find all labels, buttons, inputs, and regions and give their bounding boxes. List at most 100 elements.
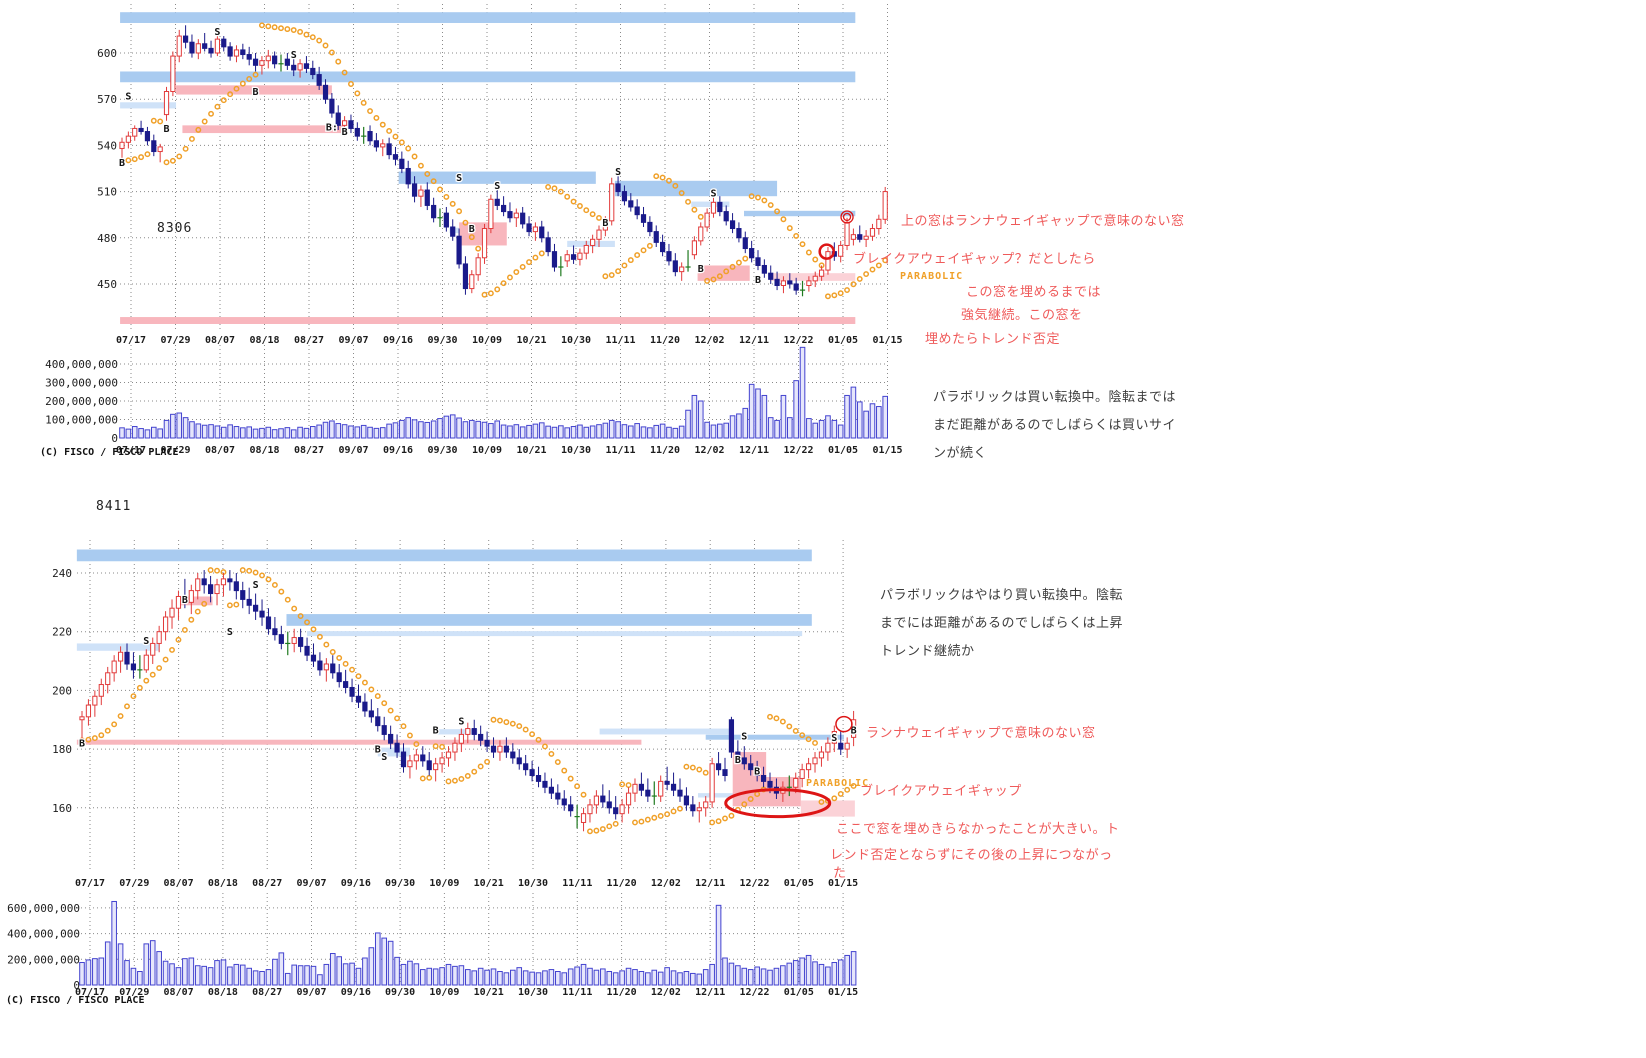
volume-bar (555, 971, 561, 986)
volume-bar (761, 394, 768, 439)
gap-band (76, 549, 812, 562)
volume-bar (336, 956, 342, 986)
svg-text:11/11: 11/11 (562, 987, 592, 998)
svg-text:12/02: 12/02 (694, 335, 724, 346)
volume-bar (227, 966, 233, 986)
volume-bar (195, 423, 202, 439)
volume-bar (767, 969, 773, 986)
svg-text:07/29: 07/29 (119, 987, 149, 998)
volume-bar (342, 963, 349, 986)
volume-bar (723, 422, 730, 439)
volume-bar (670, 970, 677, 986)
volume-bar (526, 424, 532, 439)
volume-bar (111, 900, 117, 986)
gap-band (307, 631, 803, 637)
svg-text:09/30: 09/30 (427, 335, 457, 346)
volume-bar (600, 968, 606, 986)
volume-bar (774, 419, 780, 439)
volume-bar (176, 412, 183, 439)
volume-bar (317, 974, 323, 986)
volume-bar (316, 424, 322, 439)
svg-text:07/17: 07/17 (116, 445, 146, 456)
volume-bar (717, 423, 723, 439)
gap-band (177, 596, 213, 606)
volume-bar (220, 959, 227, 986)
volume-bar (341, 424, 348, 439)
volume-bar (647, 427, 653, 439)
volume-bar (252, 428, 259, 439)
svg-text:09/30: 09/30 (385, 987, 415, 998)
volume-bar (799, 957, 805, 986)
svg-text:10/21: 10/21 (474, 987, 504, 998)
volume-bar (387, 940, 394, 986)
svg-text:09/07: 09/07 (338, 445, 368, 456)
svg-text:10/09: 10/09 (429, 878, 459, 889)
volume-bar (715, 904, 722, 986)
volume-bar (386, 423, 392, 439)
volume-bar (748, 383, 755, 439)
volume-bars (79, 900, 857, 986)
volume-bar (290, 429, 297, 439)
volume-bar (657, 971, 664, 986)
volume-bar (664, 967, 670, 986)
volume-bar (619, 970, 625, 986)
volume-bar (119, 427, 125, 439)
svg-text:11/20: 11/20 (607, 878, 637, 889)
volume-bar (182, 958, 188, 986)
parabolic-sar-dots (119, 22, 889, 300)
volume-bar (653, 424, 660, 439)
svg-text:100,000,000: 100,000,000 (45, 414, 118, 427)
volume-bar (812, 961, 818, 986)
volume-bar (443, 415, 450, 439)
volume-bar (640, 426, 647, 439)
volume-bar (462, 421, 469, 439)
signal-marker-B: B (851, 726, 857, 737)
signal-marker-S: S (125, 92, 131, 103)
volume-bar (233, 426, 240, 439)
svg-text:12/02: 12/02 (651, 987, 681, 998)
volume-bar (297, 965, 304, 986)
volume-bar (558, 425, 564, 439)
svg-text:10/30: 10/30 (561, 445, 591, 456)
volume-bar (494, 420, 501, 439)
annotation-text: た (833, 865, 847, 880)
chart1-copyright: (C) FISCO / FISCO PLACE (40, 447, 179, 458)
svg-text:10/21: 10/21 (474, 878, 504, 889)
volume-bar (519, 426, 526, 439)
candlesticks (79, 570, 857, 832)
volume-bar (323, 963, 330, 986)
volume-bar (799, 346, 806, 439)
svg-text:400,000,000: 400,000,000 (45, 358, 118, 371)
volume-bar (529, 971, 535, 986)
highlight-ring (724, 788, 832, 819)
volume-bar (831, 419, 838, 439)
svg-text:300,000,000: 300,000,000 (45, 377, 118, 390)
svg-text:01/05: 01/05 (784, 987, 814, 998)
svg-text:11/20: 11/20 (607, 987, 637, 998)
volume-bar (729, 415, 736, 439)
candlesticks (119, 25, 888, 297)
volume-bar (503, 972, 510, 986)
svg-text:200,000,000: 200,000,000 (7, 953, 80, 966)
volume-bar (452, 965, 458, 986)
volume-bar (163, 419, 170, 439)
svg-text:09/16: 09/16 (383, 445, 413, 456)
signal-marker-B: B (698, 264, 704, 275)
grid-vertical (130, 4, 888, 438)
gap-band (182, 125, 345, 134)
signal-marker-B: B (253, 87, 259, 98)
highlight-ring (818, 243, 835, 260)
highlight-rings (818, 210, 854, 260)
volume-bar (690, 972, 696, 986)
volume-bar (596, 424, 602, 439)
volume-bar (137, 971, 143, 986)
volume-bar (786, 962, 793, 986)
annotation-text: この窓を埋めるまでは (966, 284, 1102, 299)
volume-bar (736, 413, 742, 439)
gap-band (286, 614, 812, 626)
volume-bar (481, 421, 488, 439)
volume-bar (567, 968, 574, 986)
volume-bar (793, 380, 799, 439)
volume-bar (760, 968, 767, 986)
